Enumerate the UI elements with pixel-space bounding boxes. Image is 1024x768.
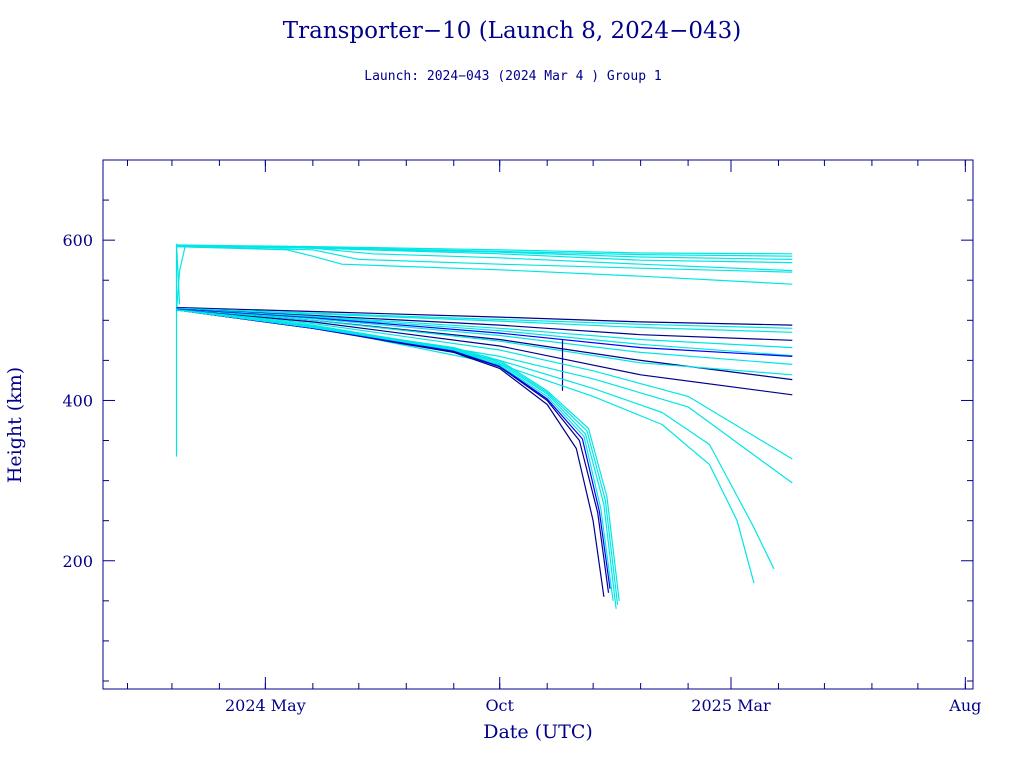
x-axis-label: Date (UTC) bbox=[483, 721, 593, 743]
plot-frame bbox=[102, 159, 974, 690]
x-tick-label: 2024 May bbox=[225, 696, 306, 715]
chart-title: Transporter−10 (Launch 8, 2024−043) bbox=[283, 18, 741, 44]
series-line-24 bbox=[176, 309, 775, 570]
y-axis-label: Height (km) bbox=[4, 367, 26, 483]
series-line-4 bbox=[176, 244, 793, 257]
series-line-20 bbox=[176, 309, 793, 396]
series-line-7 bbox=[176, 245, 793, 272]
series-line-8 bbox=[176, 246, 793, 273]
x-axis-ticks: 2024 May Oct 2025 Mar Aug bbox=[225, 160, 981, 715]
chart-subtitle: Launch: 2024−043 (2024 Mar 4 ) Group 1 bbox=[364, 69, 661, 84]
y-tick-label: 200 bbox=[62, 552, 93, 571]
series-line-22 bbox=[176, 309, 793, 460]
series-line-12 bbox=[176, 307, 793, 333]
series-line-29 bbox=[176, 309, 614, 601]
series-line-27 bbox=[176, 309, 610, 593]
y-axis-ticks: 200 400 600 bbox=[62, 231, 973, 571]
series-line-28 bbox=[176, 309, 611, 589]
series-line-32 bbox=[176, 309, 620, 601]
series-layer bbox=[175, 243, 793, 609]
x-tick-label: Aug bbox=[948, 696, 981, 715]
y-tick-label: 600 bbox=[62, 231, 93, 250]
series-line-16 bbox=[176, 308, 793, 357]
series-line-30 bbox=[176, 309, 617, 609]
series-line-2 bbox=[175, 244, 187, 311]
x-minor-ticks bbox=[127, 160, 966, 689]
series-line-10 bbox=[176, 306, 793, 326]
x-tick-label: 2025 Mar bbox=[691, 696, 771, 715]
series-line-31 bbox=[176, 309, 619, 605]
y-tick-label: 400 bbox=[62, 391, 93, 410]
series-line-23 bbox=[176, 309, 793, 484]
series-line-9 bbox=[176, 246, 793, 285]
series-line-19 bbox=[176, 309, 793, 376]
series-line-26 bbox=[176, 309, 605, 597]
series-line-17 bbox=[176, 309, 793, 365]
y-minor-ticks bbox=[103, 159, 973, 682]
x-tick-label: Oct bbox=[485, 696, 514, 715]
